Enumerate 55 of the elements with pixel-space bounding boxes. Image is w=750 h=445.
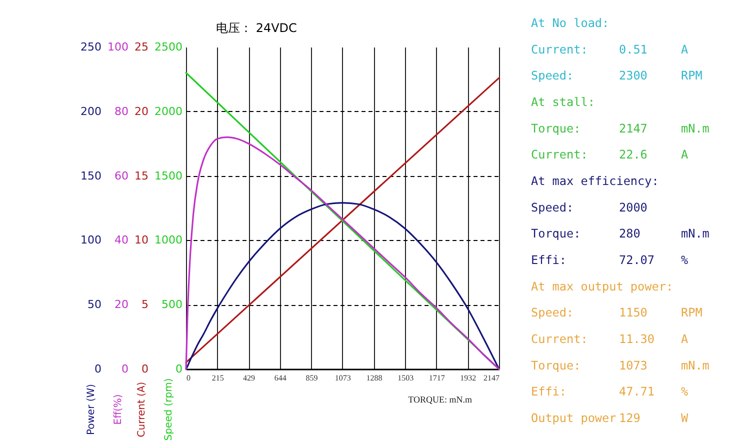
y-tick-label: 150 [80, 169, 102, 182]
y-axis-title: Current (A) [136, 382, 148, 438]
y2-tick-label: 2500 [154, 40, 182, 54]
x-tick-label: 1932 [460, 374, 476, 382]
text: Output power 129 W [531, 411, 688, 425]
line-series [185, 136, 500, 370]
y-tick-label: 15 [134, 169, 149, 182]
y2-tick-label: 80 [114, 104, 129, 118]
x-tick-label: 429 [243, 374, 256, 382]
y-tick-label: 200 [80, 104, 102, 118]
y-axis-title: Power (W) [86, 384, 98, 436]
y2-tick-label: 500 [162, 298, 182, 312]
x-tick-label: 644 [274, 374, 286, 382]
text: At stall: [531, 95, 595, 109]
y-tick-label: 100 [80, 234, 102, 247]
x-tick-label: 2147 [484, 374, 500, 382]
text: Torque: 280 mN.m [531, 226, 710, 241]
text: Speed: 2300 RPM [531, 68, 702, 83]
y2-tick-label: 40 [114, 234, 129, 247]
x-tick-label: 1717 [428, 374, 445, 382]
text: At max efficiency: [531, 174, 659, 188]
text: Current: 0.51 A [531, 42, 688, 56]
y-tick-label: 50 [88, 298, 102, 312]
y2-axis-title: Eff(%) [113, 394, 124, 425]
y-tick-label: 25 [134, 40, 149, 54]
x-tick-label: 1288 [366, 374, 382, 382]
y-tick-label: 250 [80, 40, 102, 54]
x-tick-label: 215 [212, 374, 224, 382]
text: Current: 22.6 A [531, 148, 688, 162]
y-tick-label: 10 [134, 234, 149, 247]
y2-tick-label: 100 [108, 40, 129, 54]
text: Speed: 2000 [531, 200, 648, 214]
x-axis-title: TORQUE: mN.m [408, 394, 472, 404]
y2-tick-label: 1500 [154, 169, 182, 182]
y2-tick-label: 60 [114, 169, 129, 182]
line-series [185, 202, 500, 370]
text: Effi: 47.71 % [531, 384, 688, 399]
text: Speed: 1150 RPM [531, 306, 702, 320]
text: At No load: [531, 16, 610, 30]
y2-tick-label: 2000 [154, 104, 182, 118]
x-tick-label: 859 [306, 374, 318, 382]
x-tick-label: 1073 [334, 374, 351, 382]
text: At max output power: [531, 279, 674, 294]
x-tick-label: 1503 [398, 374, 414, 382]
y-tick-label: 20 [134, 104, 149, 118]
y2-tick-label: 20 [114, 298, 129, 312]
chart-title: 电压： 24VDC [216, 21, 297, 35]
text: Current: 11.30 A [531, 332, 688, 346]
x-tick-label: 0 [186, 374, 190, 382]
text: Effi: 72.07 % [531, 253, 688, 267]
y2-tick-label: 1000 [154, 234, 182, 247]
text: Torque: 2147 mN.m [531, 121, 710, 136]
y-tick-label: 5 [142, 298, 149, 312]
text: Torque: 1073 mN.m [531, 358, 710, 372]
y2-axis-title: Speed (rpm) [164, 378, 175, 441]
